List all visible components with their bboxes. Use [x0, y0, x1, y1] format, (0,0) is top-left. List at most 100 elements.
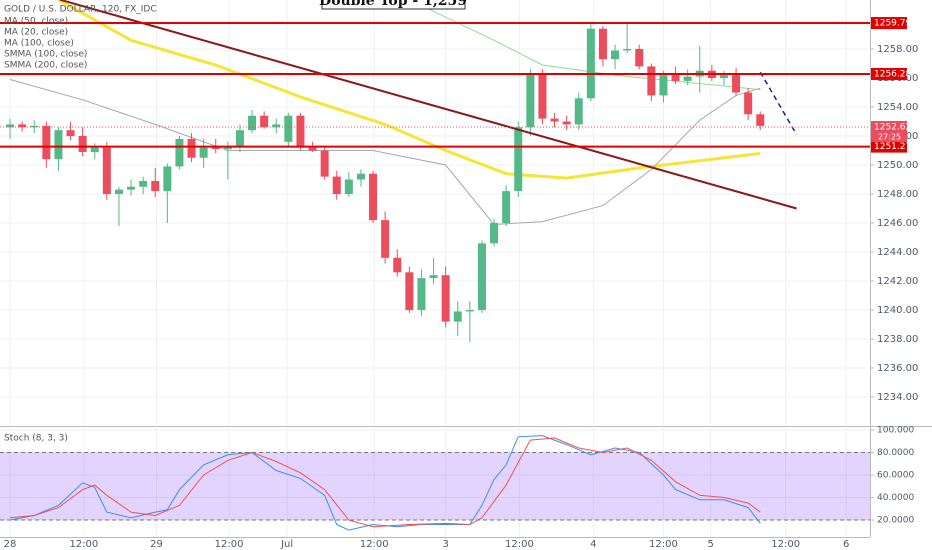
legend: MA (50, close)MA (20, close)MA (100, clo…: [4, 17, 87, 71]
stoch-line: [9, 437, 761, 528]
candle-body: [54, 130, 63, 160]
candle-body: [477, 243, 486, 311]
countdown: 27:25: [878, 133, 901, 142]
stoch-tick-label: 100.000: [877, 426, 914, 436]
stoch-tick-label: 20.0000: [877, 516, 914, 526]
annotation-box: [321, 0, 466, 10]
candle-body: [163, 166, 172, 192]
x-tick-label: 29: [150, 539, 163, 550]
legend-entry: SMMA (200, close): [4, 61, 87, 71]
candle-body: [139, 180, 148, 187]
candle-body: [6, 124, 15, 128]
stoch-tick-label: 60.0000: [877, 471, 914, 481]
candle-body: [538, 73, 547, 119]
y-tick-label: 1248.00: [877, 189, 918, 200]
y-tick-label: 1238.00: [877, 334, 918, 345]
x-tick-label: 28: [4, 539, 17, 550]
candle-body: [18, 124, 27, 128]
x-tick-label: Jul: [280, 539, 293, 550]
y-tick-label: 1236.00: [877, 363, 918, 374]
stoch-band: [0, 452, 870, 521]
candle-body: [417, 278, 426, 311]
candle-body: [296, 115, 305, 148]
candle-body: [635, 49, 644, 67]
y-tick-label: 1246.00: [877, 218, 918, 229]
y-tick-label: 1258.00: [877, 44, 918, 55]
candle-body: [744, 92, 753, 115]
candle-body: [490, 223, 499, 244]
candle-body: [623, 49, 632, 51]
y-tick-label: 1242.00: [877, 276, 918, 287]
x-tick-label: 4: [590, 539, 596, 550]
last-price-label: 1252.62: [874, 123, 911, 133]
chart-title: GOLD / U.S. DOLLAR, 120, FX_IDC: [4, 5, 157, 15]
candle-body: [30, 125, 39, 128]
y-tick-label: 1254.00: [877, 102, 918, 113]
candle-body: [393, 257, 402, 273]
legend-entry: MA (100, close): [4, 39, 74, 49]
candle-body: [187, 138, 196, 158]
candle-body: [453, 311, 462, 322]
candle-body: [127, 186, 136, 190]
y-tick-label: 1250.00: [877, 160, 918, 171]
candle-body: [308, 147, 317, 151]
candle-body: [211, 147, 220, 150]
axes: 28 12:00 29 12:00 Jul 12:00 3 12:00 4 12:00 5 12:00…: [4, 17, 918, 550]
candle-body: [732, 75, 741, 93]
candle-body: [90, 147, 99, 152]
candle-body: [598, 28, 607, 60]
level-label: 1251.27: [874, 142, 911, 152]
candle-body: [114, 189, 123, 195]
candle-body: [42, 125, 51, 160]
level-label-box: [871, 67, 907, 80]
drawing-line: [759, 71, 798, 135]
candle-body: [332, 176, 341, 195]
legend-entry: MA (20, close): [4, 28, 68, 38]
x-tick-label: 6: [843, 539, 849, 550]
candle-body: [369, 173, 378, 221]
candle-body: [465, 310, 474, 312]
plot: [0, 0, 870, 531]
last-price-box: [871, 121, 907, 143]
candle-body: [756, 114, 765, 126]
candle-body: [574, 98, 583, 125]
candle-body: [502, 191, 511, 224]
stoch-title: Stoch (8, 3, 3): [4, 434, 68, 444]
candle-body: [659, 75, 668, 96]
candle-body: [223, 146, 232, 150]
candle-body: [550, 118, 559, 122]
level-label: 1256.28: [874, 69, 911, 79]
candle-body: [78, 136, 87, 152]
candle-body: [514, 127, 523, 192]
candle-body: [671, 75, 680, 81]
candle-body: [151, 180, 160, 192]
candle-body: [611, 50, 620, 60]
candle-body: [344, 179, 353, 195]
level-label-box: [871, 140, 907, 153]
annotation: Double Top - 1,259: [319, 0, 467, 9]
x-tick-label: 12:00: [649, 539, 678, 550]
candle-body: [683, 76, 692, 81]
legend-entry: SMMA (100, close): [4, 50, 87, 60]
x-tick-label: 12:00: [215, 539, 244, 550]
candle-body: [102, 147, 111, 195]
candle-body: [381, 220, 390, 258]
candle-body: [284, 115, 293, 142]
x-tick-label: 12:00: [69, 539, 98, 550]
y-tick-label: 1240.00: [877, 305, 918, 316]
x-tick-label: 12:00: [505, 539, 534, 550]
candle-body: [66, 130, 75, 137]
candle-body: [405, 272, 414, 311]
y-tick-label: 1244.00: [877, 247, 918, 258]
candle-body: [526, 73, 535, 128]
candle-body: [356, 173, 365, 180]
x-tick-label: 5: [707, 539, 713, 550]
candle-body: [272, 124, 281, 128]
stoch-tick-label: 80.0000: [877, 448, 914, 458]
candle-body: [441, 275, 450, 322]
candle-body: [248, 115, 257, 131]
moving-average: [9, 79, 761, 226]
x-tick-label: 12:00: [360, 539, 389, 550]
